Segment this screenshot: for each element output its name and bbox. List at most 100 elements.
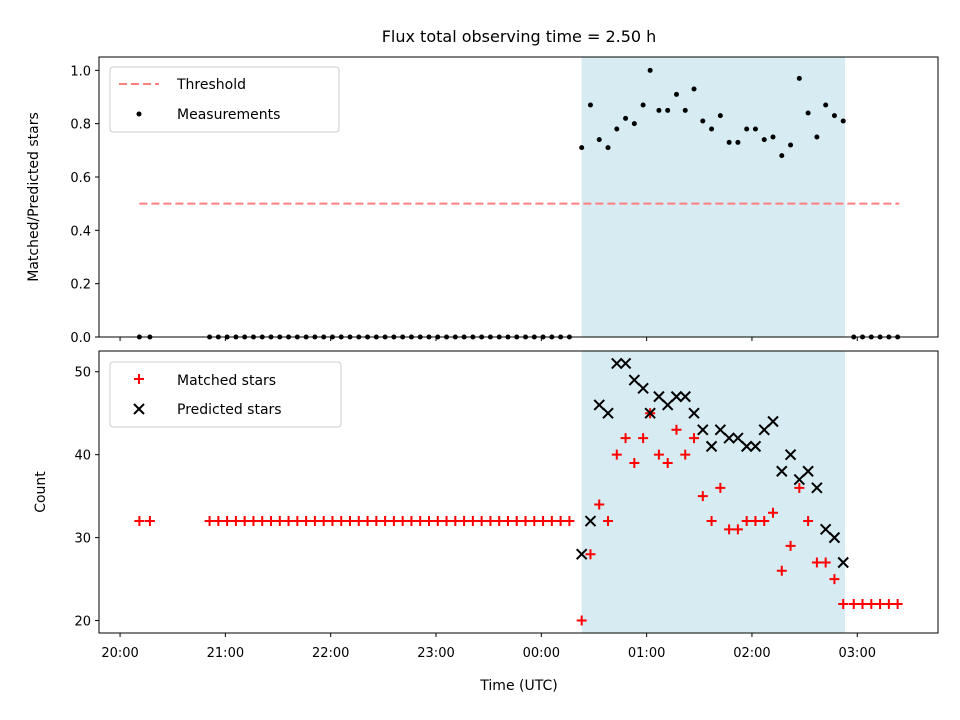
top-observing-span: [581, 57, 845, 337]
matched-star-marker: [732, 524, 743, 535]
matched-star-marker: [629, 457, 640, 468]
matched-star-marker: [204, 516, 215, 527]
bottom-y-tick-label: 30: [74, 532, 91, 547]
predicted-star-marker: [749, 440, 762, 453]
measurement-point: [587, 102, 593, 108]
matched-star-marker: [662, 457, 673, 468]
matched-star-marker: [794, 482, 805, 493]
predicted-star-marker: [679, 390, 691, 403]
x-tick-label: 00:00: [523, 646, 560, 661]
measurement-point: [770, 134, 776, 140]
predicted-legend-icon: [133, 403, 145, 415]
matched-star-marker: [576, 615, 587, 626]
predicted-star-marker: [758, 424, 770, 436]
bottom-y-tick-label: 20: [74, 615, 91, 630]
matched-star-marker: [857, 598, 868, 609]
matched-star-marker: [441, 516, 452, 527]
matched-star-marker: [620, 433, 631, 444]
predicted-star-marker: [828, 531, 841, 544]
threshold-legend-label: Threshold: [176, 77, 246, 93]
matched-star-marker: [638, 433, 649, 444]
matched-star-marker: [785, 540, 796, 551]
matched-star-marker: [397, 516, 408, 527]
bottom-legend-box: [109, 361, 342, 428]
predicted-star-marker: [619, 357, 632, 370]
predicted-star-marker: [793, 473, 806, 486]
matched-star-marker: [803, 516, 814, 527]
top-plot-frame: [98, 56, 939, 338]
bottom-plot-frame: [98, 350, 939, 634]
measurement-point: [673, 91, 679, 97]
matched-star-marker: [866, 598, 877, 609]
top-y-tick-label: 0.0: [70, 331, 91, 346]
top-y-tick-label: 1.0: [70, 64, 91, 79]
predicted-star-marker: [575, 548, 588, 560]
top-y-axis: 0.0 0.2 0.4 0.6 0.8 1.0: [70, 64, 99, 346]
matched-star-marker: [585, 549, 596, 560]
measurement-legend-label: Measurements: [177, 107, 280, 123]
predicted-star-marker: [714, 424, 727, 436]
matched-star-marker: [494, 516, 505, 527]
measurement-point: [752, 126, 758, 132]
matched-star-marker: [776, 565, 787, 576]
matched-star-marker: [653, 449, 664, 460]
predicted-star-marker: [732, 432, 744, 444]
matched-star-marker: [476, 516, 487, 527]
matched-star-marker: [715, 482, 726, 493]
measurement-point: [647, 67, 653, 73]
predicted-star-marker: [593, 399, 605, 411]
predicted-star-marker: [661, 399, 674, 411]
matched-star-marker: [467, 516, 478, 527]
predicted-star-markers: [575, 357, 849, 569]
predicted-star-marker: [637, 382, 649, 395]
measurement-point: [761, 137, 767, 143]
measurement-points: [136, 67, 901, 340]
top-legend: Threshold Measurements: [109, 66, 340, 133]
matched-star-marker: [750, 516, 761, 527]
predicted-star-marker: [740, 440, 753, 453]
predicted-star-marker: [670, 390, 683, 403]
matched-star-marker: [380, 516, 391, 527]
top-y-tick-label: 0.8: [70, 118, 91, 133]
top-legend-box: [109, 66, 340, 133]
matched-star-marker: [838, 598, 849, 609]
predicted-star-marker: [802, 465, 814, 477]
matched-star-marker: [388, 516, 399, 527]
matched-star-marker: [423, 516, 434, 527]
matched-star-marker: [848, 598, 859, 609]
matched-star-marker: [555, 516, 566, 527]
matched-star-marker: [415, 516, 426, 527]
measurement-point: [631, 121, 637, 127]
x-tick-label: 21:00: [207, 646, 244, 661]
matched-legend-label: Matched stars: [177, 373, 276, 389]
predicted-legend-label: Predicted stars: [177, 402, 282, 418]
matched-star-marker: [768, 507, 779, 518]
bottom-legend: Matched stars Predicted stars: [109, 361, 342, 428]
matched-star-marker: [594, 499, 605, 510]
matched-star-marker: [603, 516, 614, 527]
x-tick-label: 03:00: [839, 646, 876, 661]
predicted-star-marker: [811, 482, 823, 494]
matched-star-marker: [485, 516, 496, 527]
bottom-y-tick-label: 50: [74, 366, 91, 381]
predicted-star-marker: [653, 390, 665, 403]
measurement-point: [735, 139, 741, 145]
matched-star-marker: [336, 516, 347, 527]
measurement-point: [823, 102, 829, 108]
x-tick-label: 01:00: [628, 646, 665, 661]
bottom-y-tick-label: 40: [74, 449, 91, 464]
predicted-star-marker: [819, 523, 832, 536]
predicted-star-marker: [697, 424, 709, 436]
matched-star-marker: [274, 516, 285, 527]
measurement-point: [596, 137, 602, 143]
top-x-ticks: [119, 337, 858, 341]
matched-star-marker: [529, 516, 540, 527]
matched-star-markers: [134, 408, 903, 626]
top-y-tick-label: 0.6: [70, 171, 91, 186]
bottom-panel: 20 30 40 50 20:00 21:00 22:00 23:00 00:00 01:00 0…: [33, 350, 939, 694]
top-y-tick-label: 0.2: [70, 278, 91, 293]
matched-star-marker: [134, 516, 145, 527]
predicted-star-marker: [628, 374, 641, 386]
matched-star-marker: [820, 557, 831, 568]
